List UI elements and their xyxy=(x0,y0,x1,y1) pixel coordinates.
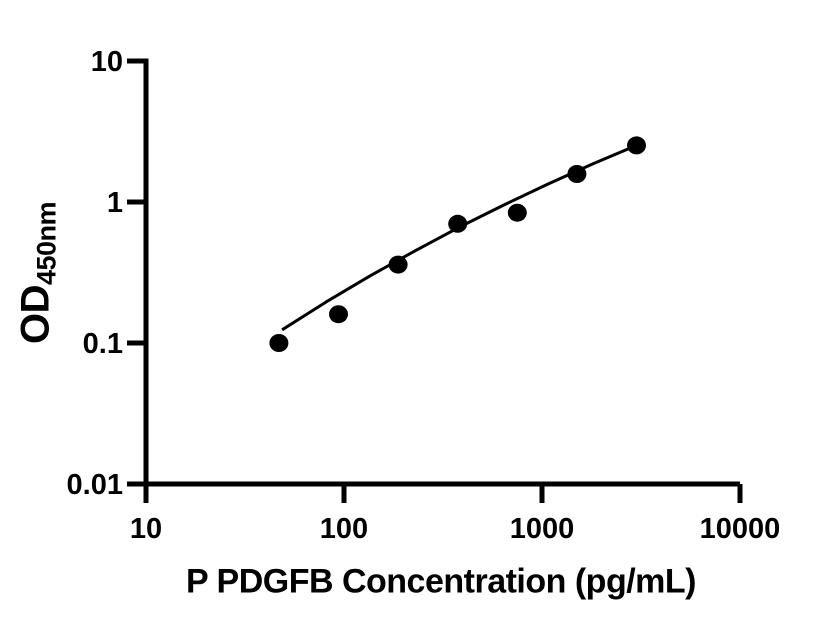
data-point xyxy=(388,255,408,274)
data-point xyxy=(448,214,468,233)
x-tick-label: 10 xyxy=(130,513,162,545)
y-tick-label: 1 xyxy=(107,187,123,219)
data-point xyxy=(567,165,587,183)
data-point xyxy=(627,136,646,155)
axis-spine xyxy=(143,58,740,487)
y-tick-label: 10 xyxy=(91,46,123,78)
y-axis-title-subscript: 450nm xyxy=(31,201,62,286)
x-axis-title: P PDGFB Concentration (pg/mL) xyxy=(186,562,696,601)
data-point xyxy=(329,305,348,324)
y-tick-label: 0.01 xyxy=(67,469,123,501)
data-point xyxy=(507,203,527,222)
data-point xyxy=(269,334,289,352)
y-tick-label: 0.1 xyxy=(83,328,123,360)
x-tick-label: 1000 xyxy=(510,513,575,545)
x-tick-label: 100 xyxy=(320,513,368,545)
y-axis-title-main: OD xyxy=(13,285,58,345)
y-axis-title: OD450nm xyxy=(14,202,63,344)
x-tick-label: 10000 xyxy=(700,513,781,545)
